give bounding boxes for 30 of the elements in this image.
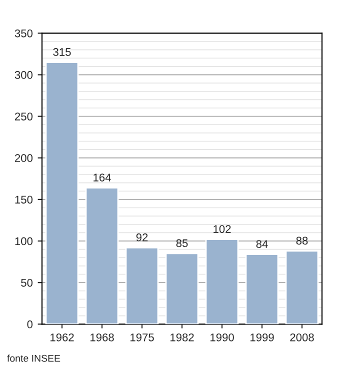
- x-tick-label: 1999: [250, 333, 274, 342]
- x-tick-label: 1982: [170, 333, 194, 342]
- data-label: 92: [136, 233, 148, 242]
- x-tick-label: 2008: [290, 333, 314, 342]
- y-tick-label: 250: [14, 112, 33, 120]
- x-tick-label: 1990: [210, 333, 234, 342]
- y-tick-label: 150: [15, 196, 33, 204]
- y-tick-label: 50: [21, 278, 33, 287]
- y-tick-label: 350: [14, 29, 33, 38]
- bar: [205, 238, 239, 324]
- x-tick-label: 1962: [50, 333, 74, 342]
- bar: [165, 252, 199, 324]
- data-label: 88: [296, 236, 308, 245]
- y-tick-label: 100: [15, 237, 33, 246]
- bar: [125, 246, 159, 324]
- data-label: 84: [256, 240, 268, 248]
- y-tick-label: 200: [14, 154, 33, 162]
- y-tick-label: 300: [14, 71, 33, 79]
- data-label: 164: [94, 174, 111, 182]
- data-label: 315: [53, 48, 71, 56]
- bar: [245, 254, 279, 324]
- bar: [85, 187, 119, 324]
- x-tick-label: 1968: [90, 333, 114, 342]
- data-label: 85: [176, 239, 188, 248]
- y-tick-label: 0: [27, 320, 33, 328]
- bar: [45, 62, 79, 324]
- bar: [285, 250, 319, 324]
- source-note: fonte INSEE: [7, 354, 60, 362]
- data-label: 102: [214, 225, 231, 233]
- x-tick-label: 1975: [130, 333, 154, 342]
